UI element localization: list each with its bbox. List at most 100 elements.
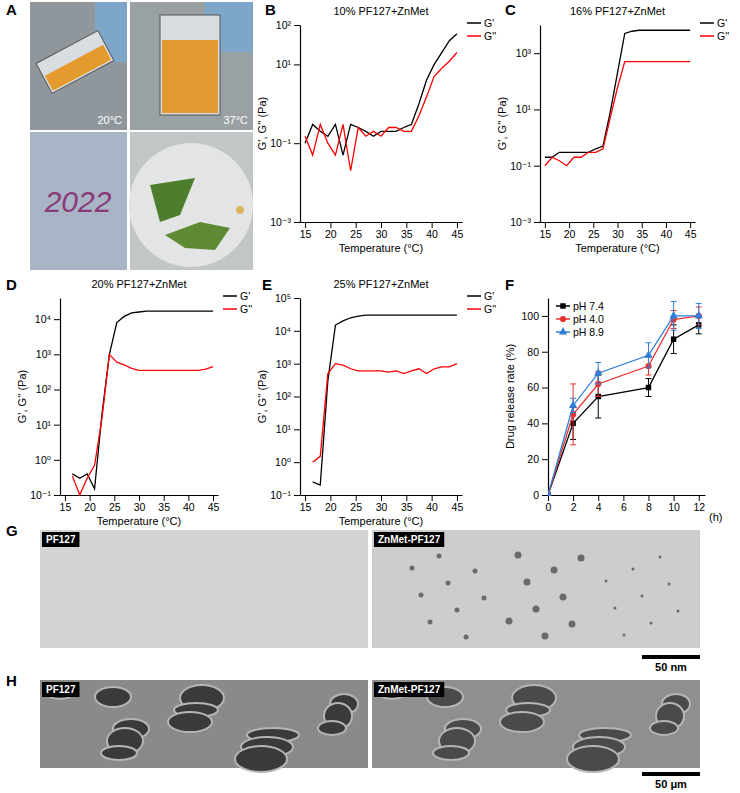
series-line [545, 30, 690, 157]
x-tick-label: 45 [452, 228, 464, 240]
series-marker [695, 311, 703, 318]
y-tick: 10³ [276, 358, 300, 370]
x-tick: 35 [401, 222, 413, 240]
x-tick-mark [164, 495, 165, 501]
x-axis-title: (h) [709, 511, 722, 523]
x-tick: 25 [350, 495, 362, 513]
legend-marker [560, 303, 565, 308]
x-tick-mark [457, 222, 458, 228]
x-tick-label: 8 [646, 501, 652, 513]
x-tick-mark [545, 222, 546, 228]
x-tick-mark [305, 222, 306, 228]
particle [464, 635, 469, 640]
error-bar-cap [645, 378, 651, 379]
particle [605, 580, 608, 583]
x-axis-title: Temperature (°C) [339, 515, 423, 527]
x-tick-mark [305, 495, 306, 501]
y-tick-label: 10² [276, 390, 292, 402]
y-tick: 10² [276, 19, 300, 31]
y-tick: 10⁴ [275, 325, 300, 337]
y-axis: 10⁻³10⁻¹10¹10³ [510, 26, 540, 228]
error-bar-cap [671, 301, 677, 302]
x-tick-mark [457, 495, 458, 501]
x-tick: 45 [452, 222, 464, 240]
x-tick: 35 [401, 495, 413, 513]
series-marker [644, 351, 652, 358]
particle [419, 593, 424, 598]
particle [614, 607, 617, 610]
y-tick-label: 10⁰ [275, 456, 291, 468]
x-tick-label: 0 [546, 501, 552, 513]
error-bar-cap [671, 330, 677, 331]
particle [524, 579, 531, 586]
y-tick: 0 [533, 489, 548, 501]
y-tick: 10⁻³ [270, 216, 300, 228]
particle [641, 595, 644, 598]
series-marker [569, 401, 577, 408]
series-line [313, 364, 457, 463]
particle [551, 567, 558, 574]
error-bar-cap [595, 362, 601, 363]
x-tick-label: 45 [208, 501, 220, 513]
photo-panel: 20°C37°C2022 [30, 2, 253, 270]
particle [578, 555, 585, 562]
x-tick: 20 [84, 495, 96, 513]
x-axis-title: Temperature (°C) [575, 242, 659, 254]
legend-label: pH 7.4 [573, 300, 604, 312]
particle [437, 554, 442, 559]
y-tick-label: 10³ [516, 47, 532, 59]
legend-label: pH 4.0 [573, 313, 604, 325]
chart: 024681012020406080100(h)Drug release rat… [504, 299, 722, 524]
y-tick-mark [542, 316, 548, 317]
y-tick-label: 100 [521, 310, 539, 322]
x-tick-mark [90, 495, 91, 501]
legend-line [467, 295, 481, 297]
caption-box [374, 532, 444, 547]
y-tick: 10⁻¹ [270, 137, 300, 149]
vial [160, 15, 220, 115]
x-tick-mark [65, 495, 66, 501]
gel-piece [150, 178, 195, 222]
y-tick: 10⁴ [35, 313, 60, 325]
x-tick-label: 45 [685, 228, 697, 240]
x-tick-label: 25 [350, 501, 362, 513]
x-tick: 45 [685, 222, 697, 240]
x-tick: 15 [300, 495, 312, 513]
chart: 1520253035404510⁻¹10⁰10¹10²10³10⁴10⁵Temp… [256, 278, 496, 527]
x-tick-label: 10 [668, 501, 680, 513]
x-tick-label: 6 [621, 501, 627, 513]
x-tick-mark [381, 495, 382, 501]
x-tick: 35 [636, 222, 648, 240]
legend-label: G'' [484, 30, 496, 42]
chart-title: 20% PF127+ZnMet [91, 278, 186, 290]
pore [500, 712, 544, 732]
legend-line [700, 22, 714, 24]
y-tick-label: 20 [527, 453, 539, 465]
panel-label: H [6, 672, 17, 689]
error-bar-cap [696, 303, 702, 304]
y-tick-mark [54, 460, 60, 461]
y-tick-label: 10⁻¹ [270, 489, 291, 501]
x-tick: 15 [300, 222, 312, 240]
y-tick-mark [542, 388, 548, 389]
x-tick-label: 40 [426, 501, 438, 513]
x-tick-label: 30 [134, 501, 146, 513]
y-tick-label: 10³ [276, 358, 292, 370]
legend-label: pH 8.9 [573, 326, 604, 338]
y-tick: 10⁻³ [510, 216, 540, 228]
particle [659, 556, 662, 559]
x-tick-mark [618, 222, 619, 228]
legend-line [467, 308, 481, 310]
y-tick: 10³ [516, 47, 540, 59]
x-tick: 10 [668, 495, 680, 513]
axis-line [60, 299, 61, 496]
x-tick: 30 [376, 495, 388, 513]
gel-piece [236, 206, 244, 214]
y-tick-mark [294, 331, 300, 332]
y-tick-mark [542, 352, 548, 353]
y-tick-mark [54, 425, 60, 426]
plot-area [305, 34, 457, 171]
legend-line [700, 35, 714, 37]
error-bar-cap [645, 367, 651, 368]
x-axis: 15202530354045 [300, 222, 464, 240]
